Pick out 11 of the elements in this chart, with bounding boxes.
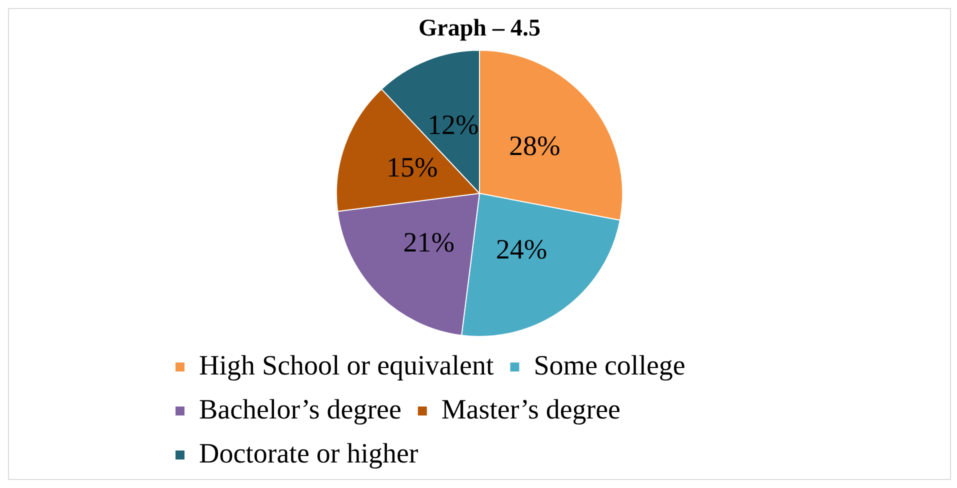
legend-label: Master’s degree xyxy=(441,394,620,426)
legend-label: Bachelor’s degree xyxy=(199,394,402,426)
legend-label: Some college xyxy=(534,350,686,382)
chart-title: Graph – 4.5 xyxy=(418,16,541,42)
data-label: 28% xyxy=(508,131,560,162)
data-label: 12% xyxy=(427,110,479,142)
data-label: 21% xyxy=(403,227,455,258)
data-label: 24% xyxy=(496,234,548,266)
legend-label: High School or equivalent xyxy=(199,350,494,382)
data-label: 15% xyxy=(386,152,438,184)
legend-label: Doctorate or higher xyxy=(199,438,419,470)
